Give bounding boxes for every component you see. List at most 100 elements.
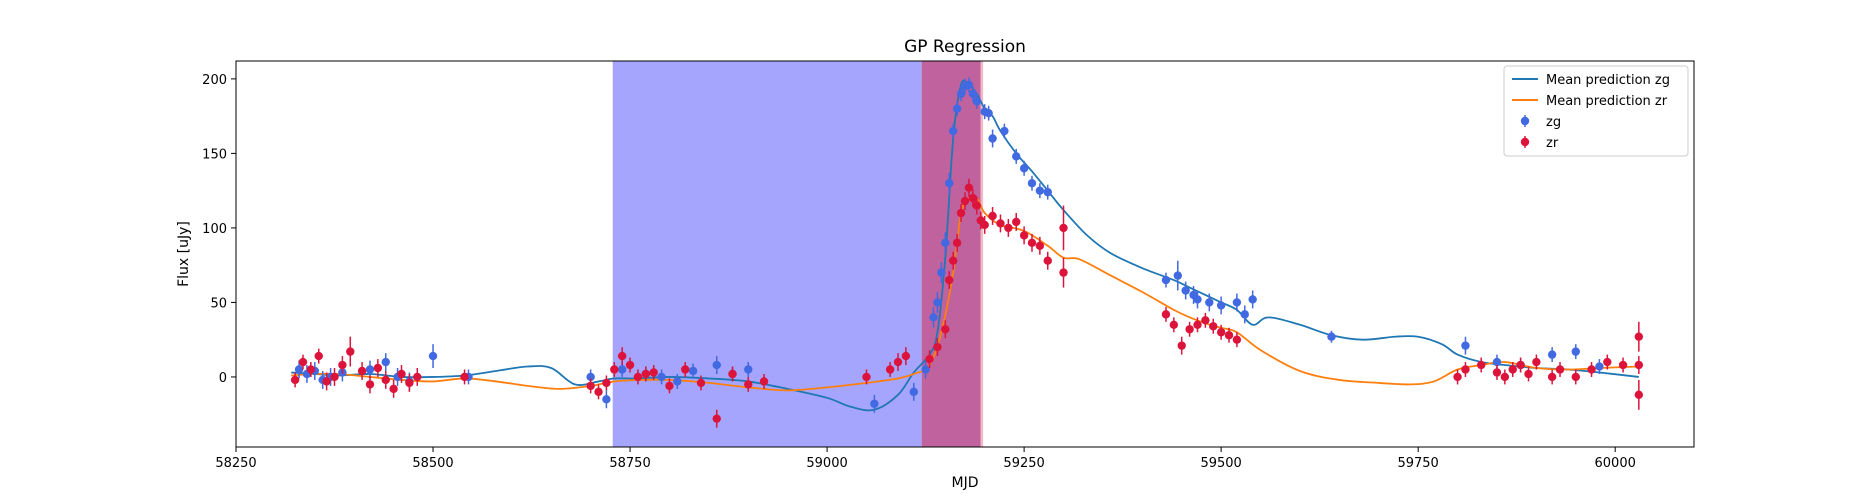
data-point-zr bbox=[948, 251, 958, 270]
x-tick-label: 60000 bbox=[1595, 456, 1636, 471]
highlight-span-2 bbox=[980, 61, 984, 447]
data-point-zr bbox=[1634, 321, 1644, 352]
data-point-zr bbox=[1547, 369, 1557, 385]
data-point-zr bbox=[696, 375, 706, 391]
point-marker bbox=[1205, 298, 1214, 307]
data-point-zr bbox=[759, 373, 769, 389]
data-point-zg bbox=[428, 344, 438, 369]
point-marker bbox=[381, 375, 390, 385]
legend-marker-swatch bbox=[1520, 137, 1530, 147]
point-marker bbox=[941, 238, 950, 248]
point-marker bbox=[617, 365, 627, 374]
data-point-zg bbox=[381, 353, 390, 371]
data-point-zg bbox=[937, 262, 946, 284]
data-point-zr bbox=[460, 369, 469, 385]
data-point-zg bbox=[870, 394, 879, 413]
point-marker bbox=[1516, 360, 1525, 370]
point-marker bbox=[1012, 152, 1021, 161]
point-marker bbox=[945, 275, 954, 285]
point-marker bbox=[1508, 365, 1517, 374]
point-marker bbox=[1571, 372, 1580, 382]
data-point-zr bbox=[405, 373, 414, 392]
data-point-zg bbox=[933, 292, 942, 313]
point-marker bbox=[948, 126, 958, 136]
point-marker bbox=[972, 201, 982, 210]
data-point-zg bbox=[948, 123, 958, 139]
point-marker bbox=[1035, 186, 1045, 195]
point-marker bbox=[696, 378, 706, 388]
point-marker bbox=[1461, 341, 1470, 350]
x-tick-label: 59750 bbox=[1397, 456, 1438, 471]
x-axis-ticks: 58250 58500 58750 59000 59250 59500 59750 60000 bbox=[215, 447, 1636, 471]
x-tick-label: 59500 bbox=[1200, 456, 1241, 471]
point-marker bbox=[996, 219, 1005, 228]
data-point-zr bbox=[1019, 226, 1029, 245]
observation-points bbox=[290, 77, 1644, 428]
data-point-zr bbox=[1532, 354, 1541, 370]
data-point-zr bbox=[960, 192, 970, 211]
data-point-zr bbox=[1059, 205, 1068, 251]
point-marker bbox=[1193, 320, 1202, 329]
point-marker bbox=[586, 381, 595, 391]
data-point-zr bbox=[1453, 369, 1462, 385]
data-point-zg bbox=[1193, 290, 1202, 309]
legend-label: Mean prediction zg bbox=[1546, 73, 1670, 88]
x-tick-label: 58750 bbox=[609, 456, 650, 471]
data-point-zr bbox=[1461, 362, 1470, 377]
point-marker bbox=[1019, 231, 1029, 240]
point-marker bbox=[921, 365, 930, 374]
data-point-zr bbox=[314, 348, 323, 364]
point-marker bbox=[405, 378, 414, 388]
point-marker bbox=[649, 368, 658, 377]
point-marker bbox=[365, 380, 375, 389]
point-marker bbox=[972, 97, 982, 106]
data-point-zr bbox=[381, 370, 390, 389]
point-marker bbox=[1492, 368, 1502, 377]
point-marker bbox=[728, 369, 737, 379]
point-marker bbox=[1547, 372, 1557, 382]
point-marker bbox=[641, 369, 651, 379]
point-marker bbox=[1587, 365, 1596, 374]
point-marker bbox=[925, 354, 934, 364]
point-marker bbox=[712, 360, 721, 370]
data-point-zg bbox=[1248, 290, 1257, 309]
point-marker bbox=[1232, 298, 1242, 307]
data-point-zr bbox=[1508, 362, 1517, 377]
point-marker bbox=[1571, 347, 1580, 356]
y-axis-title: Flux [uJy] bbox=[176, 221, 192, 287]
data-point-zr bbox=[1516, 357, 1525, 373]
data-point-zr bbox=[1216, 324, 1226, 340]
data-point-zg bbox=[984, 105, 993, 121]
point-marker bbox=[945, 179, 954, 188]
point-marker bbox=[1634, 332, 1644, 341]
data-point-zr bbox=[1043, 251, 1052, 270]
point-marker bbox=[1209, 322, 1218, 331]
data-point-zr bbox=[649, 365, 658, 380]
point-marker bbox=[338, 360, 347, 370]
point-marker bbox=[1161, 310, 1171, 319]
point-marker bbox=[744, 380, 753, 389]
point-marker bbox=[617, 351, 627, 361]
data-point-zr bbox=[885, 362, 895, 377]
point-marker bbox=[1216, 328, 1226, 337]
point-marker bbox=[665, 381, 674, 391]
point-marker bbox=[460, 372, 469, 382]
point-marker bbox=[1004, 223, 1013, 233]
point-marker bbox=[1185, 325, 1194, 334]
data-point-zr bbox=[968, 189, 978, 208]
data-point-zg bbox=[956, 86, 966, 102]
data-point-zr bbox=[744, 376, 753, 392]
data-point-zg bbox=[1161, 272, 1171, 288]
data-point-zr bbox=[389, 379, 398, 398]
data-point-zg bbox=[1181, 281, 1190, 300]
point-marker bbox=[937, 268, 946, 277]
point-marker bbox=[988, 211, 997, 221]
point-marker bbox=[602, 378, 611, 388]
point-marker bbox=[1634, 360, 1644, 370]
point-marker bbox=[1043, 256, 1052, 265]
point-marker bbox=[956, 208, 966, 218]
y-axis-ticks: 0 50 100 150 200 bbox=[202, 73, 236, 386]
data-point-zg bbox=[988, 129, 997, 148]
point-marker bbox=[1477, 360, 1486, 370]
x-tick-label: 58250 bbox=[215, 456, 256, 471]
